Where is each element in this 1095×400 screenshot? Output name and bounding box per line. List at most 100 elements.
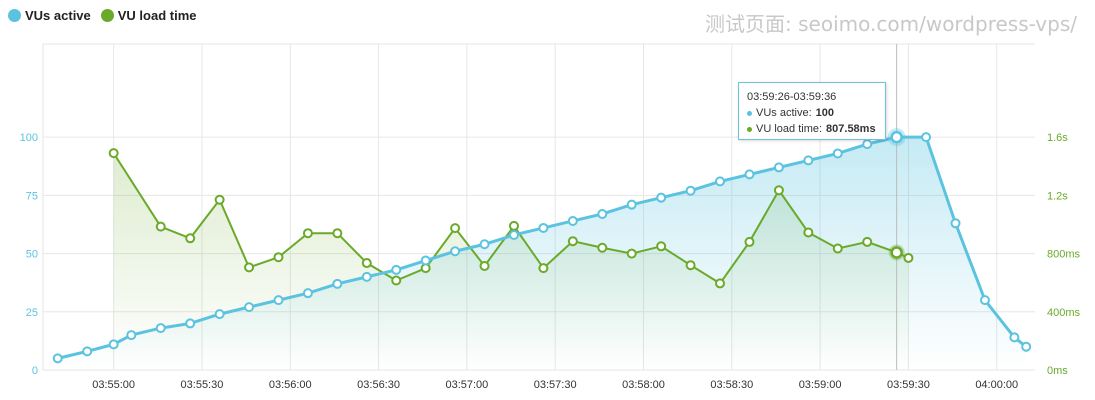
x-tick-label: 03:58:30 bbox=[710, 379, 753, 391]
x-tick-label: 03:55:00 bbox=[92, 379, 135, 391]
y-right-tick-label: 1.2s bbox=[1047, 190, 1068, 202]
y-right-tick-label: 1.6s bbox=[1047, 132, 1068, 144]
load-time-point bbox=[185, 233, 196, 244]
load-time-point bbox=[862, 236, 873, 247]
load-time-point bbox=[508, 220, 519, 231]
load-time-point bbox=[715, 278, 726, 289]
vus-active-point bbox=[508, 229, 519, 240]
x-tick-label: 03:57:00 bbox=[445, 379, 488, 391]
load-time-point bbox=[597, 242, 608, 253]
legend-marker-vus bbox=[8, 9, 21, 22]
vus-active-point bbox=[126, 330, 137, 341]
vus-active-point bbox=[803, 155, 814, 166]
load-time-point bbox=[685, 260, 696, 271]
vus-active-area bbox=[57, 137, 1027, 370]
load-time-point bbox=[155, 221, 166, 232]
x-tick-label: 03:55:30 bbox=[181, 379, 224, 391]
load-time-point bbox=[450, 223, 461, 234]
x-tick-label: 03:56:00 bbox=[269, 379, 312, 391]
chart-legend: VUs active VU load time bbox=[8, 8, 197, 23]
vus-active-point bbox=[185, 318, 196, 329]
tooltip-load-value: 807.58ms bbox=[826, 123, 876, 135]
load-time-point bbox=[538, 263, 549, 274]
vus-active-point bbox=[862, 139, 873, 150]
vus-active-point bbox=[656, 192, 667, 203]
vus-active-point bbox=[1021, 341, 1032, 352]
watermark: 测试页面: seoimo.com/wordpress-vps/ bbox=[705, 12, 1077, 36]
tooltip-range: 03:59:26-03:59:36 bbox=[747, 91, 837, 103]
y-left-tick-label: 75 bbox=[26, 190, 38, 202]
load-time-point bbox=[567, 236, 578, 247]
tooltip-load-label: VU load time: bbox=[756, 123, 823, 135]
vus-active-point bbox=[244, 302, 255, 313]
vus-active-point bbox=[950, 218, 961, 229]
vus-active-point bbox=[685, 185, 696, 196]
y-right-tick-label: 800ms bbox=[1047, 249, 1081, 261]
vus-active-point bbox=[420, 255, 431, 266]
tooltip-vus-label: VUs active: bbox=[756, 107, 812, 119]
load-time-point bbox=[361, 258, 372, 269]
tooltip-marker-load bbox=[747, 126, 752, 132]
tooltip-row-vus: VUs active: 100 bbox=[747, 105, 877, 121]
vus-active-point bbox=[1009, 332, 1020, 343]
x-tick-label: 03:59:00 bbox=[799, 379, 842, 391]
vus-active-point bbox=[302, 288, 313, 299]
chart-tooltip: 03:59:26-03:59:36 VUs active: 100 VU loa… bbox=[738, 82, 886, 140]
load-time-point bbox=[244, 262, 255, 273]
legend-label-vus: VUs active bbox=[25, 8, 91, 23]
load-time-point bbox=[903, 252, 914, 263]
tooltip-vus-value: 100 bbox=[815, 107, 834, 119]
x-tick-label: 03:59:30 bbox=[887, 379, 930, 391]
vus-active-point bbox=[715, 176, 726, 187]
load-time-point bbox=[832, 243, 843, 254]
load-time-point bbox=[656, 241, 667, 252]
y-left-tick-label: 100 bbox=[20, 132, 38, 144]
load-time-point bbox=[803, 227, 814, 238]
legend-item-load-time[interactable]: VU load time bbox=[100, 8, 197, 23]
load-time-point bbox=[479, 260, 490, 271]
vus-active-point bbox=[52, 353, 63, 364]
legend-item-vus-active[interactable]: VUs active bbox=[8, 8, 91, 23]
y-left-tick-label: 50 bbox=[26, 249, 38, 261]
vus-active-point bbox=[155, 323, 166, 334]
vus-active-point bbox=[391, 264, 402, 275]
load-time-point bbox=[273, 252, 284, 263]
vus-active-point bbox=[361, 271, 372, 282]
load-time-point bbox=[108, 148, 119, 159]
load-time-point bbox=[214, 194, 225, 205]
tooltip-marker-vus bbox=[747, 110, 752, 116]
vus-active-point bbox=[108, 339, 119, 350]
vus-active-point bbox=[214, 309, 225, 320]
vus-active-point bbox=[773, 162, 784, 173]
x-tick-label: 03:56:30 bbox=[357, 379, 400, 391]
vus-active-point bbox=[626, 199, 637, 210]
tooltip-row-load: VU load time: 807.58ms bbox=[747, 121, 877, 137]
legend-marker-load bbox=[100, 9, 114, 22]
load-time-line bbox=[112, 152, 909, 285]
y-right-tick-label: 400ms bbox=[1047, 307, 1081, 319]
y-right-tick-label: 0ms bbox=[1047, 365, 1068, 377]
vus-active-point bbox=[538, 222, 549, 233]
x-tick-label: 03:57:30 bbox=[534, 379, 577, 391]
x-tick-label: 04:00:00 bbox=[975, 379, 1018, 391]
load-highlight-point bbox=[890, 246, 903, 259]
vus-active-point bbox=[921, 132, 932, 143]
vus-active-point bbox=[597, 208, 608, 219]
vus-active-point bbox=[832, 148, 843, 159]
vus-active-point bbox=[332, 278, 343, 289]
vus-active-point bbox=[450, 246, 461, 257]
vus-active-point bbox=[744, 169, 755, 180]
load-time-point bbox=[773, 185, 784, 196]
load-time-point bbox=[744, 236, 755, 247]
x-tick-label: 03:58:00 bbox=[622, 379, 665, 391]
load-time-point bbox=[391, 275, 402, 286]
vus-highlight-point bbox=[890, 130, 903, 144]
legend-label-load: VU load time bbox=[117, 8, 197, 23]
vus-active-point bbox=[273, 295, 284, 306]
vus-active-point bbox=[479, 239, 490, 250]
vus-active-point bbox=[82, 346, 93, 357]
y-left-tick-label: 0 bbox=[32, 365, 38, 377]
load-time-point bbox=[302, 228, 313, 239]
y-left-tick-label: 25 bbox=[26, 307, 38, 319]
